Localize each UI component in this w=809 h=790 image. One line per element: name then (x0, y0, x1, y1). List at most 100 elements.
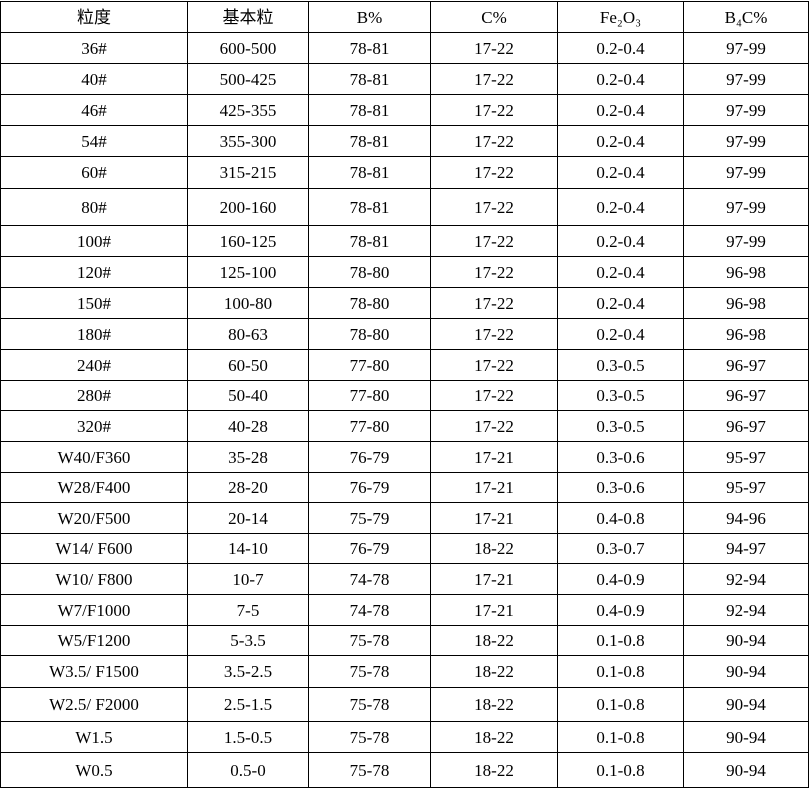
cell-b4c: 96-98 (683, 318, 809, 350)
cell-fe2o3: 0.2-0.4 (557, 125, 684, 157)
cell-fe2o3: 0.2-0.4 (557, 63, 684, 95)
cell-fe2o3: 0.4-0.9 (557, 594, 684, 626)
cell-carbon: 17-21 (430, 563, 558, 595)
cell-boron: 74-78 (308, 594, 431, 626)
cell-boron: 78-81 (308, 94, 431, 126)
table-row: 46# 425-355 78-81 17-22 0.2-0.4 97-99 (0, 94, 809, 126)
cell-basic-grain: 0.5-0 (187, 752, 309, 788)
cell-fe2o3: 0.2-0.4 (557, 32, 684, 64)
cell-grit: 100# (0, 225, 188, 257)
header-row: 粒度 基本粒 B% C% Fe₂O₃ B₄C% (0, 1, 809, 33)
cell-fe2o3: 0.3-0.7 (557, 533, 684, 564)
cell-fe2o3: 0.2-0.4 (557, 156, 684, 189)
cell-carbon: 18-22 (430, 721, 558, 753)
table-row: 54# 355-300 78-81 17-22 0.2-0.4 97-99 (0, 125, 809, 157)
cell-boron: 77-80 (308, 410, 431, 442)
cell-carbon: 17-22 (430, 349, 558, 381)
cell-fe2o3: 0.2-0.4 (557, 318, 684, 350)
cell-b4c: 94-97 (683, 533, 809, 564)
table-row: 320# 40-28 77-80 17-22 0.3-0.5 96-97 (0, 410, 809, 442)
table-row: W10/ F800 10-7 74-78 17-21 0.4-0.9 92-94 (0, 563, 809, 595)
cell-fe2o3: 0.3-0.5 (557, 410, 684, 442)
cell-boron: 78-81 (308, 225, 431, 257)
table-row: 150# 100-80 78-80 17-22 0.2-0.4 96-98 (0, 287, 809, 319)
cell-boron: 75-78 (308, 655, 431, 688)
table-row: W20/F500 20-14 75-79 17-21 0.4-0.8 94-96 (0, 502, 809, 534)
cell-carbon: 17-22 (430, 225, 558, 257)
cell-carbon: 17-22 (430, 94, 558, 126)
cell-carbon: 17-22 (430, 32, 558, 64)
cell-carbon: 17-22 (430, 287, 558, 319)
cell-boron: 78-81 (308, 188, 431, 226)
cell-basic-grain: 40-28 (187, 410, 309, 442)
cell-b4c: 95-97 (683, 441, 809, 473)
cell-carbon: 17-22 (430, 256, 558, 288)
cell-boron: 75-78 (308, 687, 431, 722)
cell-b4c: 97-99 (683, 63, 809, 95)
cell-basic-grain: 10-7 (187, 563, 309, 595)
cell-basic-grain: 80-63 (187, 318, 309, 350)
cell-fe2o3: 0.2-0.4 (557, 94, 684, 126)
cell-boron: 77-80 (308, 349, 431, 381)
cell-basic-grain: 125-100 (187, 256, 309, 288)
cell-fe2o3: 0.2-0.4 (557, 225, 684, 257)
table-row: W7/F1000 7-5 74-78 17-21 0.4-0.9 92-94 (0, 594, 809, 626)
cell-basic-grain: 200-160 (187, 188, 309, 226)
cell-carbon: 17-22 (430, 63, 558, 95)
cell-basic-grain: 1.5-0.5 (187, 721, 309, 753)
cell-basic-grain: 28-20 (187, 472, 309, 503)
cell-carbon: 17-21 (430, 441, 558, 473)
cell-grit: 240# (0, 349, 188, 381)
cell-fe2o3: 0.4-0.9 (557, 563, 684, 595)
header-carbon: C% (430, 1, 558, 33)
table-row: 40# 500-425 78-81 17-22 0.2-0.4 97-99 (0, 63, 809, 95)
header-fe2o3: Fe₂O₃ (557, 1, 684, 33)
header-b4c: B₄C% (683, 1, 809, 33)
cell-boron: 77-80 (308, 380, 431, 411)
cell-basic-grain: 3.5-2.5 (187, 655, 309, 688)
cell-fe2o3: 0.1-0.8 (557, 721, 684, 753)
cell-carbon: 17-22 (430, 380, 558, 411)
cell-b4c: 96-98 (683, 256, 809, 288)
table-row: 36# 600-500 78-81 17-22 0.2-0.4 97-99 (0, 32, 809, 64)
cell-basic-grain: 7-5 (187, 594, 309, 626)
cell-boron: 78-80 (308, 318, 431, 350)
cell-boron: 76-79 (308, 441, 431, 473)
cell-basic-grain: 20-14 (187, 502, 309, 534)
cell-basic-grain: 5-3.5 (187, 625, 309, 656)
cell-carbon: 17-22 (430, 318, 558, 350)
header-boron: B% (308, 1, 431, 33)
cell-grit: W14/ F600 (0, 533, 188, 564)
cell-grit: W10/ F800 (0, 563, 188, 595)
cell-boron: 75-78 (308, 752, 431, 788)
cell-b4c: 97-99 (683, 32, 809, 64)
table-row: W2.5/ F2000 2.5-1.5 75-78 18-22 0.1-0.8 90-94 (0, 687, 809, 722)
cell-carbon: 17-22 (430, 188, 558, 226)
cell-basic-grain: 14-10 (187, 533, 309, 564)
cell-carbon: 17-21 (430, 594, 558, 626)
cell-b4c: 96-98 (683, 287, 809, 319)
cell-fe2o3: 0.3-0.5 (557, 380, 684, 411)
cell-grit: 40# (0, 63, 188, 95)
table-row: W5/F1200 5-3.5 75-78 18-22 0.1-0.8 90-94 (0, 625, 809, 656)
cell-b4c: 96-97 (683, 380, 809, 411)
cell-b4c: 97-99 (683, 188, 809, 226)
cell-boron: 75-78 (308, 625, 431, 656)
cell-grit: W1.5 (0, 721, 188, 753)
cell-boron: 78-81 (308, 32, 431, 64)
cell-b4c: 94-96 (683, 502, 809, 534)
cell-b4c: 90-94 (683, 625, 809, 656)
cell-fe2o3: 0.1-0.8 (557, 752, 684, 788)
cell-basic-grain: 50-40 (187, 380, 309, 411)
cell-grit: 280# (0, 380, 188, 411)
cell-carbon: 17-22 (430, 410, 558, 442)
cell-b4c: 90-94 (683, 687, 809, 722)
cell-b4c: 96-97 (683, 349, 809, 381)
cell-b4c: 90-94 (683, 655, 809, 688)
cell-carbon: 17-22 (430, 156, 558, 189)
cell-basic-grain: 355-300 (187, 125, 309, 157)
cell-b4c: 97-99 (683, 225, 809, 257)
cell-grit: 320# (0, 410, 188, 442)
cell-grit: W2.5/ F2000 (0, 687, 188, 722)
